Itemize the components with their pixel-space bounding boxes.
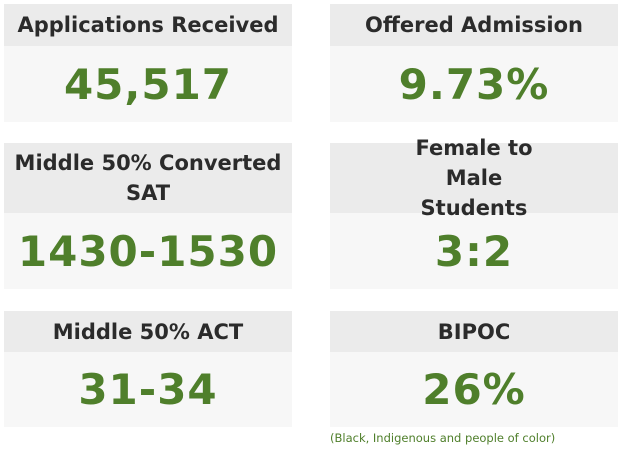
stat-card-applications: Applications Received 45,517 (4, 4, 292, 122)
stat-value: 1430-1530 (17, 226, 279, 276)
bipoc-footnote: (Black, Indigenous and people of color) (330, 431, 556, 445)
stat-label: Female to Male Students (330, 136, 618, 220)
stat-card-gender-ratio: Female to Male Students 3:2 (330, 136, 618, 289)
stat-value: 26% (422, 365, 526, 414)
stat-label: Middle 50% Converted SAT (4, 143, 292, 213)
stat-value: 3:2 (434, 226, 514, 276)
stat-label: Middle 50% ACT (4, 311, 292, 352)
stat-value: 31-34 (78, 365, 218, 414)
stat-label: BIPOC (330, 311, 618, 352)
stat-label: Applications Received (4, 4, 292, 46)
stat-value: 9.73% (398, 59, 550, 109)
stat-label: Offered Admission (330, 4, 618, 46)
stat-card-bipoc: BIPOC 26% (330, 311, 618, 427)
stat-card-offered-admission: Offered Admission 9.73% (330, 4, 618, 122)
stat-card-sat: Middle 50% Converted SAT 1430-1530 (4, 143, 292, 289)
stat-card-act: Middle 50% ACT 31-34 (4, 311, 292, 427)
stat-value: 45,517 (63, 59, 233, 109)
